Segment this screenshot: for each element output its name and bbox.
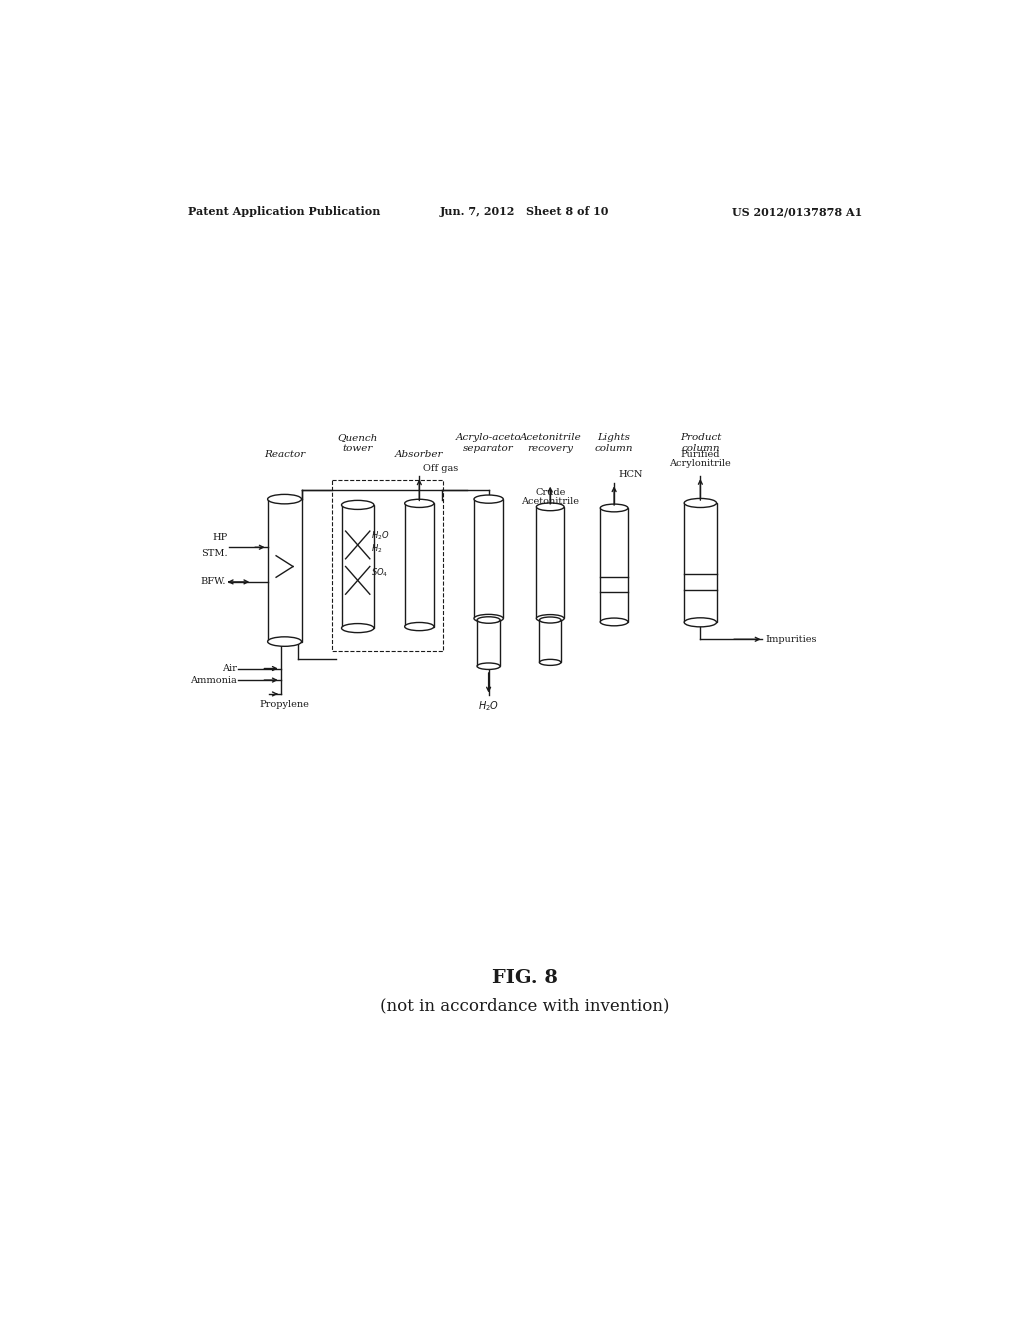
Text: Impurities: Impurities	[766, 635, 817, 644]
Ellipse shape	[267, 495, 301, 504]
Ellipse shape	[477, 616, 500, 623]
Text: Off gas: Off gas	[423, 463, 459, 473]
Text: Absorber: Absorber	[395, 450, 443, 459]
Ellipse shape	[404, 499, 434, 507]
Ellipse shape	[404, 623, 434, 631]
Text: Acrylonitrile: Acrylonitrile	[670, 459, 731, 469]
Bar	[540, 620, 561, 663]
Ellipse shape	[267, 636, 301, 647]
Text: HCN: HCN	[617, 470, 642, 479]
Text: $H_2$: $H_2$	[372, 543, 383, 554]
Bar	[684, 503, 717, 622]
Ellipse shape	[600, 504, 628, 512]
Text: $H_2O$: $H_2O$	[372, 529, 390, 543]
Ellipse shape	[477, 663, 500, 669]
Text: Jun. 7, 2012   Sheet 8 of 10: Jun. 7, 2012 Sheet 8 of 10	[440, 206, 609, 218]
Ellipse shape	[537, 503, 564, 511]
Text: Acrylo-aceto
separator: Acrylo-aceto separator	[456, 433, 521, 453]
Bar	[267, 499, 301, 642]
Ellipse shape	[684, 618, 717, 627]
Text: Propylene: Propylene	[260, 700, 309, 709]
Bar	[537, 507, 564, 619]
Bar	[342, 506, 374, 628]
Text: US 2012/0137878 A1: US 2012/0137878 A1	[732, 206, 862, 218]
Text: Crude: Crude	[535, 488, 565, 498]
Text: Product
column: Product column	[680, 433, 721, 453]
Text: Reactor: Reactor	[264, 450, 305, 459]
Text: $SO_4$: $SO_4$	[372, 566, 389, 579]
Ellipse shape	[342, 500, 374, 510]
Text: BFW.: BFW.	[201, 577, 226, 586]
Bar	[404, 503, 434, 627]
Ellipse shape	[600, 618, 628, 626]
Text: Acetonitrile
recovery: Acetonitrile recovery	[519, 433, 581, 453]
Text: (not in accordance with invention): (not in accordance with invention)	[380, 997, 670, 1014]
Text: Purified: Purified	[681, 450, 720, 459]
Text: Acetonitrile: Acetonitrile	[521, 498, 580, 507]
Ellipse shape	[342, 623, 374, 632]
Text: FIG. 8: FIG. 8	[492, 969, 558, 987]
Text: Air: Air	[222, 664, 237, 673]
Bar	[474, 499, 503, 619]
Text: Quench
tower: Quench tower	[338, 433, 378, 453]
Text: HP: HP	[212, 533, 227, 543]
Bar	[600, 508, 628, 622]
Ellipse shape	[540, 616, 561, 623]
Ellipse shape	[474, 614, 503, 623]
Text: Ammonia: Ammonia	[190, 676, 237, 685]
Ellipse shape	[540, 660, 561, 665]
Bar	[477, 620, 500, 667]
Ellipse shape	[474, 495, 503, 503]
Ellipse shape	[684, 499, 717, 507]
Text: Patent Application Publication: Patent Application Publication	[188, 206, 381, 218]
Bar	[333, 480, 443, 651]
Ellipse shape	[537, 615, 564, 622]
Text: STM.: STM.	[201, 549, 227, 558]
Text: Lights
column: Lights column	[595, 433, 634, 453]
Text: $H_2O$: $H_2O$	[478, 700, 500, 713]
